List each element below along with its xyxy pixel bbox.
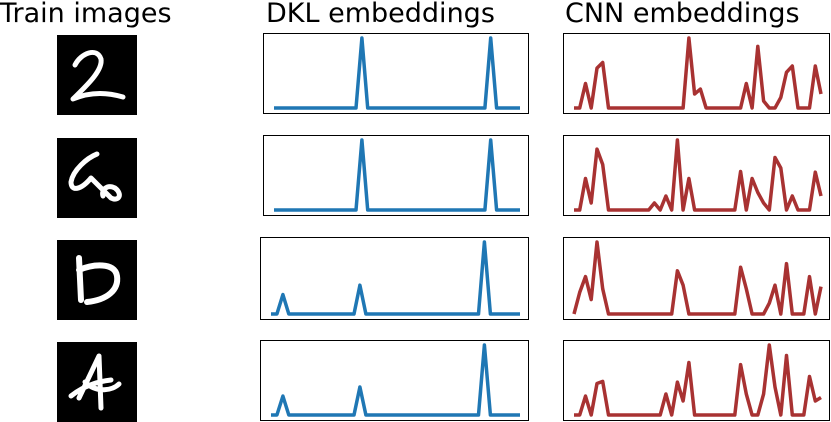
embedding-series-line [274, 36, 520, 110]
dkl-plot-row1 [263, 33, 529, 114]
cnn-plot-row2 [563, 135, 830, 216]
cnn-plot-row1 [563, 33, 830, 114]
embedding-series-line [572, 240, 823, 316]
header-train-images: Train images [0, 0, 172, 29]
embedding-series-line [574, 138, 823, 212]
cnn-plot-row4 [563, 340, 830, 421]
dkl-plot-row2 [263, 135, 529, 216]
handwritten-digit-2-icon [70, 49, 126, 102]
embedding-series-line [271, 343, 520, 417]
header-cnn-embeddings: CNN embeddings [565, 0, 800, 29]
embedding-series-line [574, 343, 822, 417]
train-image-digit-4 [57, 342, 137, 422]
dkl-plot-row3 [260, 237, 529, 320]
embedding-series-line [274, 138, 520, 212]
handwritten-digit-5-icon [76, 255, 121, 305]
header-dkl-embeddings: DKL embeddings [266, 0, 495, 29]
handwritten-digit-4-icon [68, 353, 122, 411]
train-image-digit-5 [57, 240, 137, 320]
dkl-plot-row4 [260, 340, 529, 421]
train-image-digit-6 [57, 138, 137, 218]
train-image-digit-2 [57, 35, 137, 115]
embedding-series-line [271, 240, 520, 316]
cnn-plot-row3 [563, 237, 830, 320]
embedding-series-line [574, 36, 823, 110]
handwritten-digit-6-icon [68, 151, 122, 202]
